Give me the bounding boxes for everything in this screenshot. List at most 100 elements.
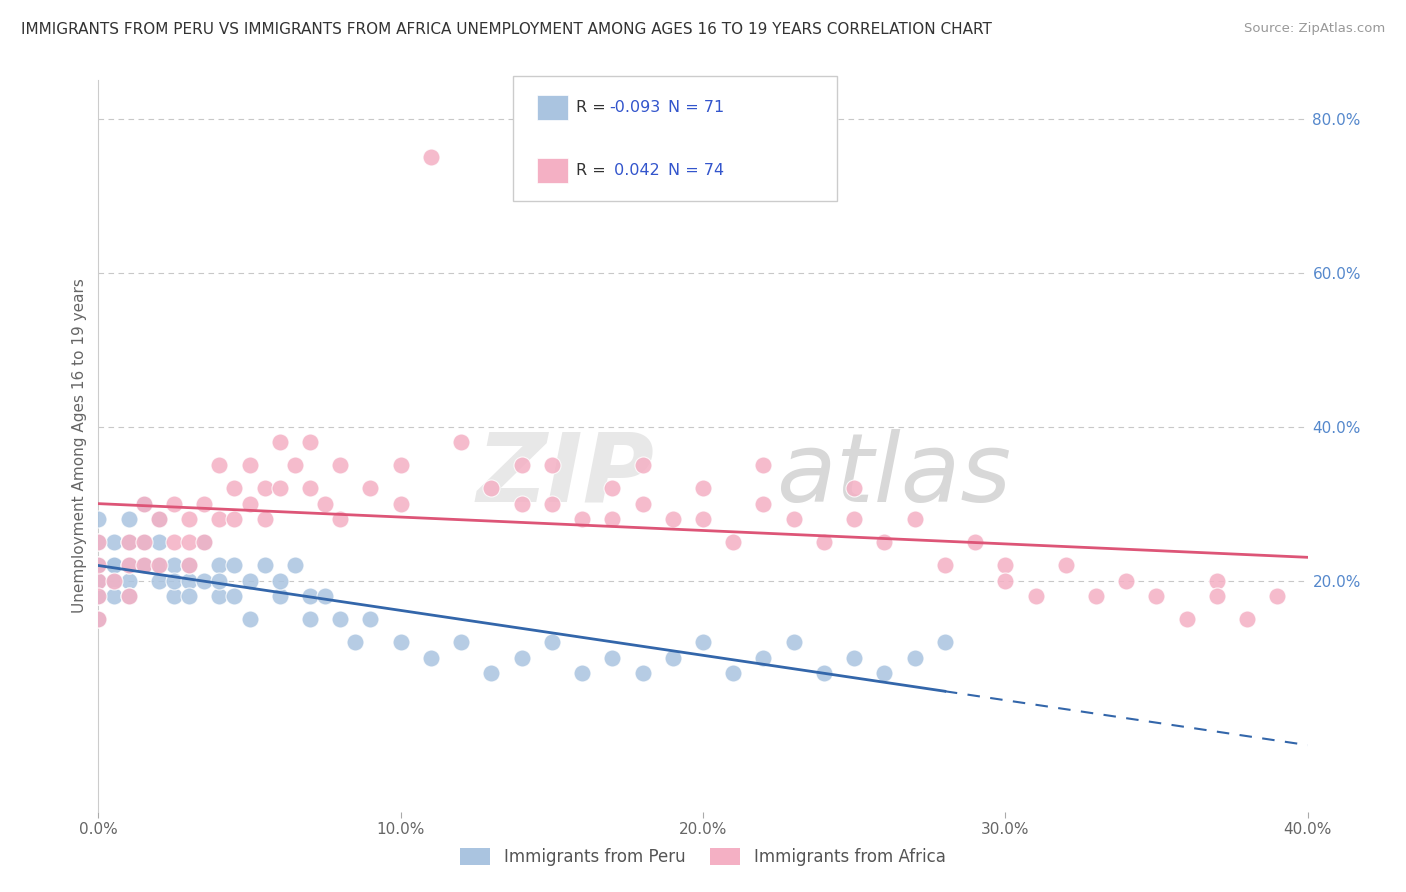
Point	[118, 589, 141, 603]
Point	[118, 589, 141, 603]
Text: R =: R =	[576, 101, 612, 115]
Point	[87, 512, 110, 526]
Point	[118, 558, 141, 573]
Point	[510, 458, 533, 473]
Point	[1115, 574, 1137, 588]
Point	[87, 574, 110, 588]
Point	[269, 574, 291, 588]
Point	[148, 535, 170, 549]
Point	[1144, 589, 1167, 603]
Point	[994, 558, 1017, 573]
Point	[450, 635, 472, 649]
Point	[132, 497, 155, 511]
Point	[1054, 558, 1077, 573]
Point	[253, 481, 276, 495]
Point	[631, 497, 654, 511]
Point	[873, 666, 896, 681]
Point	[269, 481, 291, 495]
Point	[844, 650, 866, 665]
Point	[904, 650, 927, 665]
Point	[179, 558, 201, 573]
Text: atlas: atlas	[776, 429, 1011, 522]
Point	[540, 458, 562, 473]
Point	[118, 512, 141, 526]
Point	[193, 535, 215, 549]
Point	[1024, 589, 1046, 603]
Legend: Immigrants from Peru, Immigrants from Africa: Immigrants from Peru, Immigrants from Af…	[454, 841, 952, 873]
Point	[602, 650, 624, 665]
Y-axis label: Unemployment Among Ages 16 to 19 years: Unemployment Among Ages 16 to 19 years	[72, 278, 87, 614]
Point	[1236, 612, 1258, 626]
Point	[329, 512, 352, 526]
Point	[118, 558, 141, 573]
Point	[540, 497, 562, 511]
Point	[904, 512, 927, 526]
Point	[752, 650, 775, 665]
Point	[239, 497, 262, 511]
Point	[813, 666, 835, 681]
Text: 0.042: 0.042	[609, 163, 659, 178]
Point	[389, 635, 412, 649]
Point	[87, 612, 110, 626]
Point	[783, 635, 806, 649]
Point	[692, 512, 714, 526]
Point	[148, 512, 170, 526]
Point	[87, 574, 110, 588]
Point	[994, 574, 1017, 588]
Point	[329, 612, 352, 626]
Point	[965, 535, 987, 549]
Point	[148, 512, 170, 526]
Point	[132, 558, 155, 573]
Point	[602, 481, 624, 495]
Point	[269, 435, 291, 450]
Point	[510, 650, 533, 665]
Point	[481, 481, 503, 495]
Point	[510, 497, 533, 511]
Point	[602, 512, 624, 526]
Text: R =: R =	[576, 163, 612, 178]
Point	[692, 635, 714, 649]
Point	[208, 574, 231, 588]
Point	[420, 150, 443, 164]
Point	[253, 558, 276, 573]
Text: N = 71: N = 71	[668, 101, 724, 115]
Point	[118, 535, 141, 549]
Point	[179, 535, 201, 549]
Point	[299, 612, 322, 626]
Point	[208, 558, 231, 573]
Point	[179, 558, 201, 573]
Point	[87, 535, 110, 549]
Point	[118, 535, 141, 549]
Point	[299, 435, 322, 450]
Point	[224, 512, 246, 526]
Point	[87, 558, 110, 573]
Point	[103, 558, 125, 573]
Text: IMMIGRANTS FROM PERU VS IMMIGRANTS FROM AFRICA UNEMPLOYMENT AMONG AGES 16 TO 19 : IMMIGRANTS FROM PERU VS IMMIGRANTS FROM …	[21, 22, 993, 37]
Point	[299, 589, 322, 603]
Point	[661, 512, 683, 526]
Point	[193, 535, 215, 549]
Point	[360, 481, 382, 495]
Point	[87, 612, 110, 626]
Point	[163, 574, 186, 588]
Point	[103, 558, 125, 573]
Point	[87, 535, 110, 549]
Point	[87, 589, 110, 603]
Point	[163, 589, 186, 603]
Point	[87, 558, 110, 573]
Point	[934, 635, 956, 649]
Point	[844, 481, 866, 495]
Point	[299, 481, 322, 495]
Point	[284, 558, 307, 573]
Point	[873, 535, 896, 549]
Point	[389, 497, 412, 511]
Point	[87, 574, 110, 588]
Point	[450, 435, 472, 450]
Point	[1175, 612, 1198, 626]
Point	[118, 574, 141, 588]
Point	[813, 535, 835, 549]
Point	[163, 535, 186, 549]
Point	[752, 497, 775, 511]
Point	[103, 535, 125, 549]
Point	[631, 666, 654, 681]
